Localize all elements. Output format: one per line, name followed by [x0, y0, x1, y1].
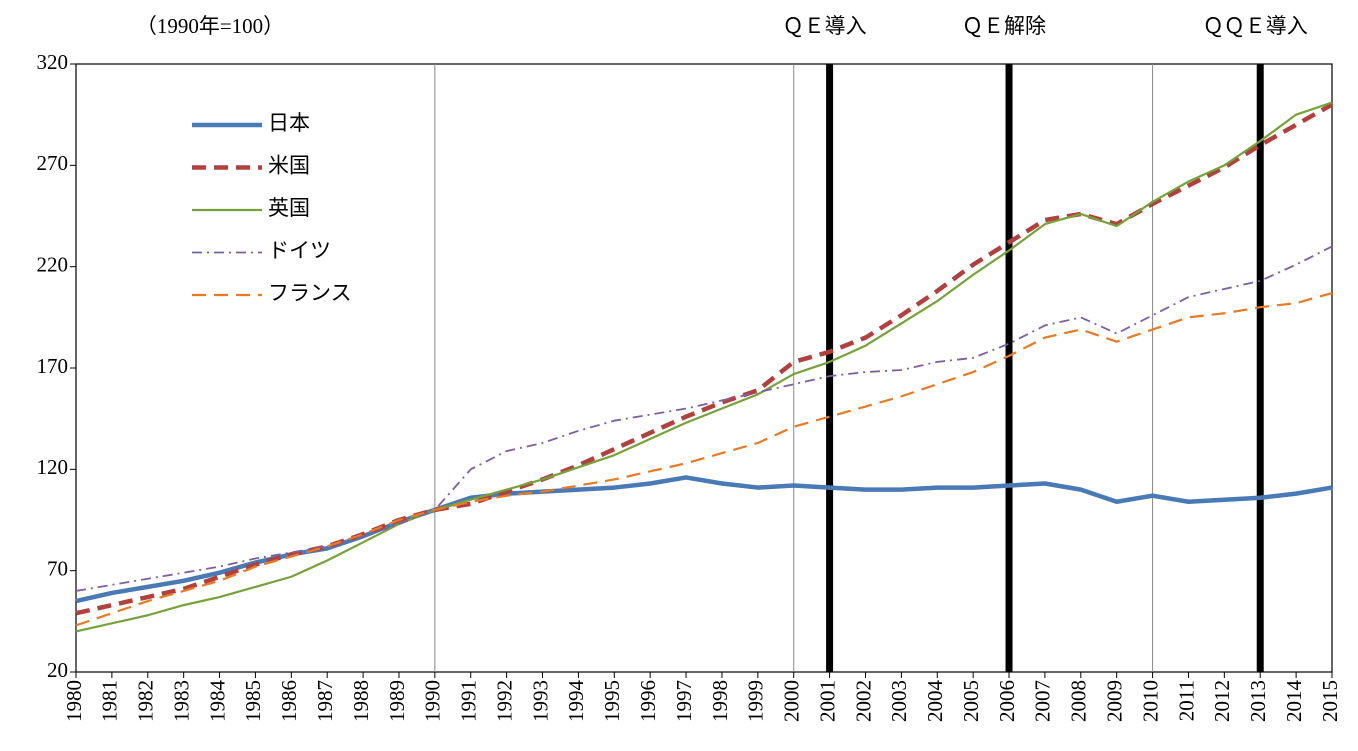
legend-label: 日本: [268, 111, 310, 135]
x-tick-label: 1998: [708, 680, 732, 722]
series-line: [75, 291, 1333, 627]
y-tick-label: 20: [47, 658, 68, 682]
x-tick-label: 2013: [1246, 680, 1270, 722]
x-tick-label: 1995: [600, 680, 624, 722]
event-label: ＱＥ導入: [783, 14, 867, 38]
x-tick-label: 1983: [169, 680, 193, 722]
y-tick-label: 220: [37, 252, 69, 276]
legend-label: 米国: [268, 153, 310, 177]
x-tick-label: 1993: [528, 680, 552, 722]
plot-frame: [75, 63, 1333, 673]
x-tick-label: 2011: [1174, 680, 1198, 721]
x-tick-label: 1992: [492, 680, 516, 722]
x-tick-label: 2007: [1031, 680, 1055, 722]
x-tick-label: 1990: [421, 680, 445, 722]
y-axis-label: （1990年=100）: [136, 14, 284, 38]
y-tick-label: 320: [37, 50, 69, 74]
event-label: ＱＥ解除: [962, 14, 1046, 38]
x-tick-label: 2015: [1318, 680, 1342, 722]
x-tick-label: 2001: [815, 680, 839, 722]
legend-label: ドイツ: [268, 238, 331, 262]
series-line: [75, 101, 1333, 633]
x-tick-label: 1982: [134, 680, 158, 722]
x-tick-label: 2005: [959, 680, 983, 722]
x-tick-label: 2014: [1282, 680, 1306, 723]
y-tick-label: 170: [37, 354, 69, 378]
series-line: [75, 475, 1333, 604]
legend-label: フランス: [268, 281, 352, 305]
x-tick-label: 2006: [995, 680, 1019, 722]
x-tick-label: 2009: [1102, 680, 1126, 722]
x-tick-label: 1994: [564, 680, 588, 723]
x-tick-label: 2008: [1067, 680, 1091, 722]
series-line: [75, 245, 1333, 592]
x-tick-label: 2012: [1210, 680, 1234, 722]
legend-label: 英国: [268, 196, 310, 220]
x-tick-label: 1988: [349, 680, 373, 722]
x-tick-label: 1989: [385, 680, 409, 722]
x-tick-label: 2000: [780, 680, 804, 722]
x-tick-label: 1987: [313, 680, 337, 722]
y-tick-label: 70: [47, 556, 68, 580]
x-tick-label: 2003: [887, 680, 911, 722]
x-tick-label: 1996: [636, 680, 660, 722]
y-tick-label: 120: [37, 455, 69, 479]
x-tick-label: 1985: [241, 680, 265, 722]
x-tick-label: 1999: [744, 680, 768, 722]
x-tick-label: 1981: [98, 680, 122, 722]
x-tick-label: 1980: [62, 680, 86, 722]
event-label: ＱＱＥ導入: [1203, 14, 1308, 38]
x-tick-label: 1997: [672, 680, 696, 722]
x-tick-label: 2010: [1138, 680, 1162, 722]
y-tick-label: 270: [37, 151, 69, 175]
series-line: [75, 102, 1334, 616]
x-tick-label: 2002: [851, 680, 875, 722]
x-tick-label: 1991: [457, 680, 481, 722]
x-tick-label: 1984: [205, 680, 229, 723]
x-tick-label: 2004: [923, 680, 947, 723]
x-tick-label: 1986: [277, 680, 301, 722]
